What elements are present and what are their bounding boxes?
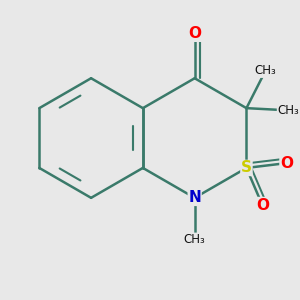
Text: O: O <box>256 198 269 213</box>
Text: CH₃: CH₃ <box>184 233 206 246</box>
Text: S: S <box>241 160 252 175</box>
Text: N: N <box>188 190 201 205</box>
Text: O: O <box>280 156 293 171</box>
Text: CH₃: CH₃ <box>255 64 276 77</box>
Text: O: O <box>188 26 201 41</box>
Text: CH₃: CH₃ <box>278 104 299 117</box>
